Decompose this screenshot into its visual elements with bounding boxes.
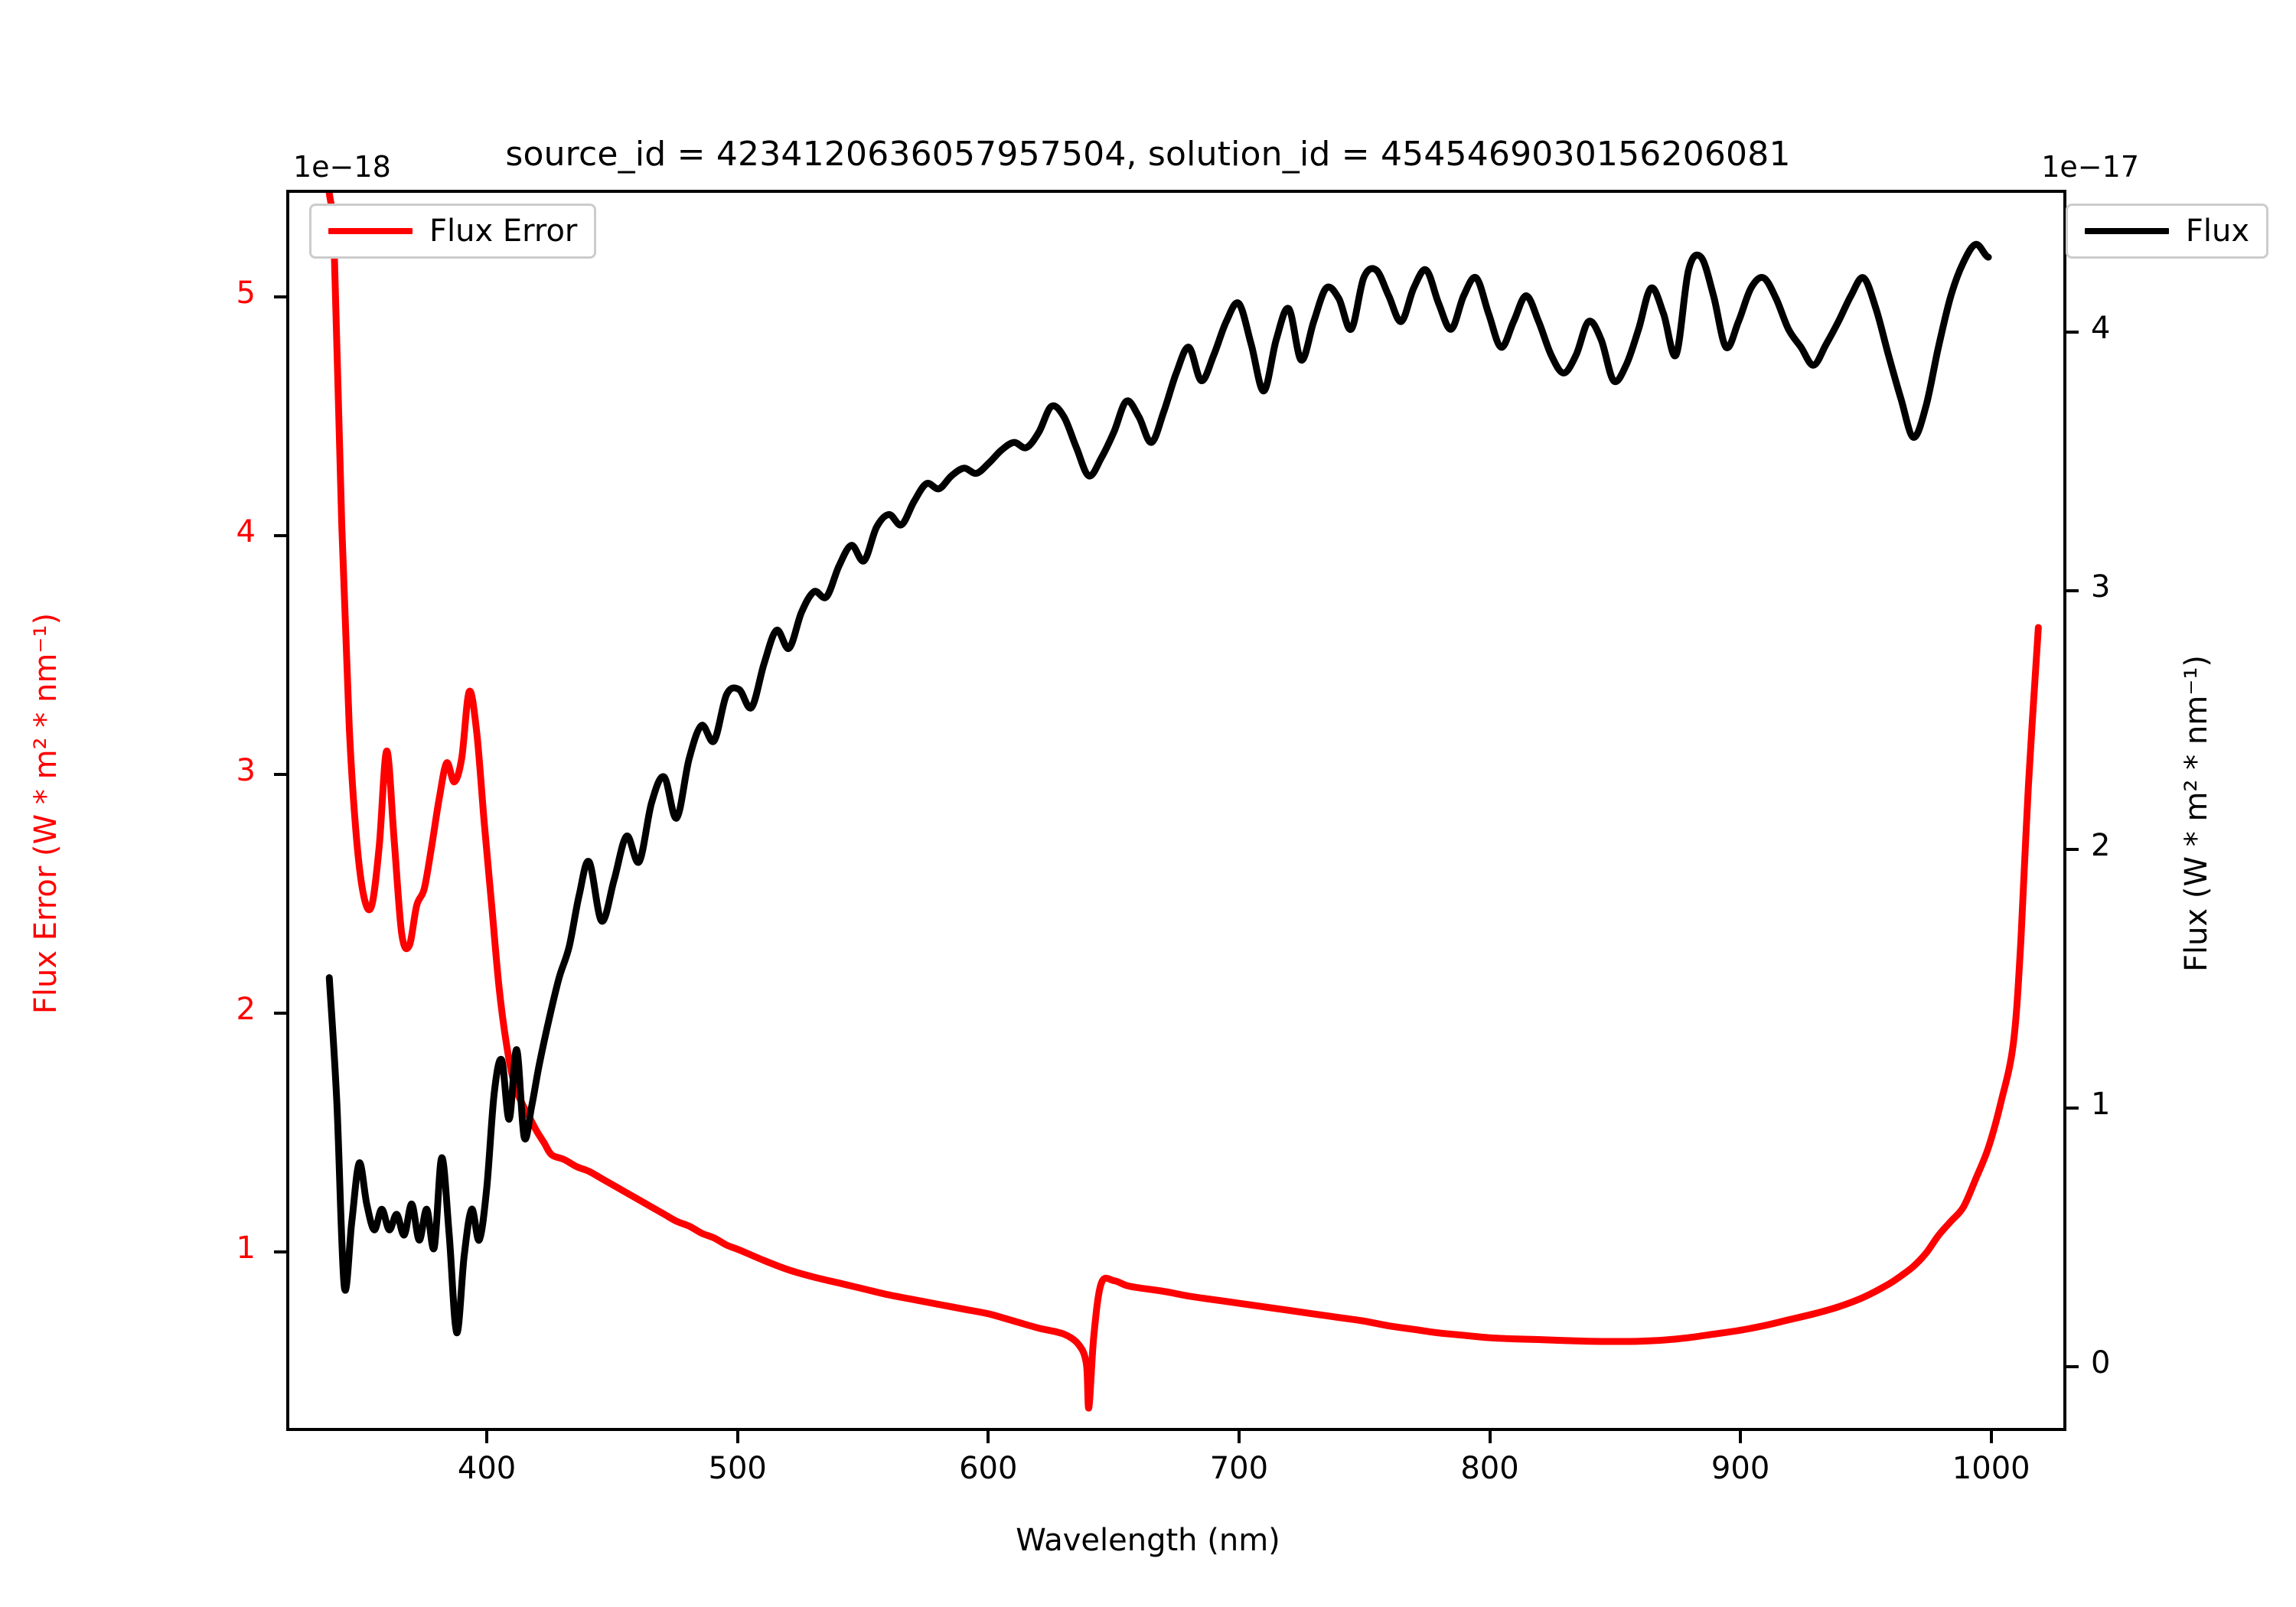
legend-line-swatch-black [2084,228,2169,234]
left-y-tick-mark [274,1012,286,1015]
left-y-tick-label: 3 [236,753,256,789]
x-tick-mark [1237,1431,1241,1443]
left-y-tick-mark [274,534,286,538]
left-y-tick-label: 2 [236,992,256,1028]
right-y-tick-mark [2066,1106,2079,1110]
x-tick-label: 400 [457,1451,517,1486]
x-tick-mark [1739,1431,1743,1443]
left-y-tick-label: 4 [236,514,256,550]
legend-label-flux: Flux [2185,214,2249,249]
x-tick-mark [1989,1431,1993,1443]
x-tick-mark [987,1431,990,1443]
x-tick-label: 600 [959,1451,1018,1486]
right-y-axis-label: Flux (W * m² * nm⁻¹) [2179,655,2214,972]
left-y-tick-mark [274,295,286,299]
right-axis-offset-label: 1e−17 [2041,150,2139,184]
flux-error-line [325,193,2042,1412]
legend-label-flux-error: Flux Error [429,214,578,249]
right-y-tick-mark [2066,588,2079,592]
left-y-tick-label: 1 [236,1231,256,1266]
right-y-tick-label: 0 [2091,1345,2111,1380]
left-y-tick-label: 5 [236,275,256,311]
left-y-axis-label: Flux Error (W * m² * nm⁻¹) [28,612,64,1015]
x-tick-label: 800 [1460,1451,1519,1486]
x-tick-mark [735,1431,739,1443]
x-tick-label: 500 [708,1451,767,1486]
right-y-tick-mark [2066,847,2079,851]
left-y-tick-mark [274,1250,286,1254]
x-axis-label: Wavelength (nm) [1016,1523,1280,1558]
left-y-tick-mark [274,773,286,777]
flux-line [325,240,1992,1337]
x-tick-mark [1488,1431,1492,1443]
legend-flux-error[interactable]: Flux Error [309,204,597,259]
right-y-tick-mark [2066,1364,2079,1368]
right-y-tick-label: 4 [2091,310,2111,346]
right-y-tick-label: 1 [2091,1086,2111,1122]
plot-area [286,190,2066,1431]
left-axis-offset-label: 1e−18 [293,150,391,184]
legend-line-swatch-red [328,228,413,234]
right-y-tick-label: 3 [2091,569,2111,605]
right-y-tick-label: 2 [2091,827,2111,863]
plot-svg [325,193,2042,1412]
legend-flux[interactable]: Flux [2065,204,2268,259]
x-tick-label: 700 [1209,1451,1269,1486]
x-tick-label: 900 [1711,1451,1770,1486]
chart-title: source_id = 4234120636057957504, solutio… [505,135,1791,174]
right-y-tick-mark [2066,330,2079,334]
x-tick-label: 1000 [1952,1451,2030,1486]
x-tick-mark [485,1431,489,1443]
